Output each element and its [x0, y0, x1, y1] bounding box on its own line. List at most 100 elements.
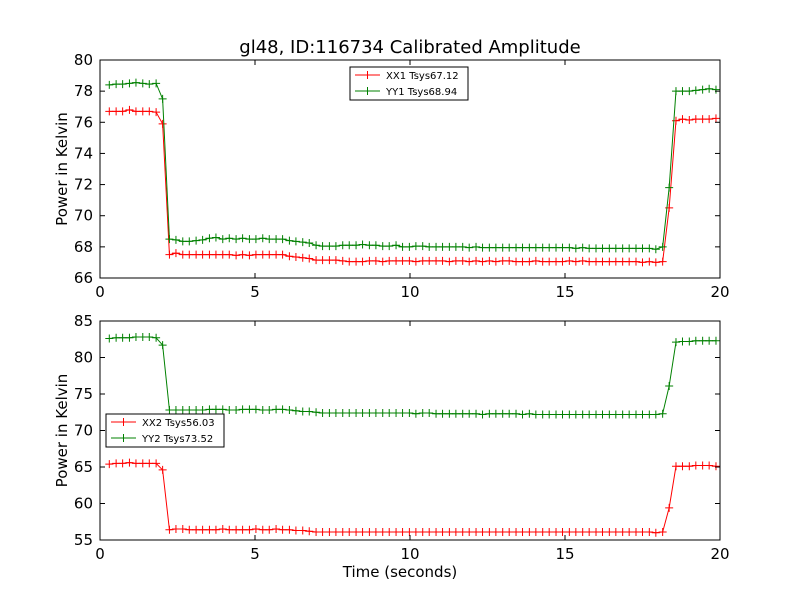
data-point	[232, 251, 241, 260]
data-point	[285, 406, 294, 415]
data-point	[571, 527, 580, 536]
legend-marker	[119, 418, 128, 426]
y-tick-label: 66	[74, 269, 93, 287]
legend-marker	[363, 71, 372, 79]
y-tick-label: 68	[74, 238, 93, 256]
x-tick-label: 0	[95, 545, 105, 563]
data-point	[105, 107, 114, 116]
data-point	[171, 525, 180, 534]
data-point	[645, 257, 654, 266]
data-point	[158, 465, 167, 474]
data-point	[358, 408, 367, 417]
data-point	[671, 116, 680, 125]
data-point	[331, 256, 340, 265]
data-point	[225, 525, 234, 534]
data-point	[472, 256, 481, 265]
data-point	[198, 525, 207, 534]
data-point	[491, 527, 500, 536]
data-point	[385, 408, 394, 417]
data-point	[518, 410, 527, 419]
data-point	[318, 527, 327, 536]
data-point	[571, 410, 580, 419]
data-point	[131, 459, 140, 468]
data-point	[685, 115, 694, 124]
data-point	[525, 409, 534, 418]
data-point	[298, 526, 307, 535]
data-point	[531, 527, 540, 536]
data-point	[371, 408, 380, 417]
data-point	[358, 240, 367, 249]
data-point	[451, 242, 460, 251]
data-point	[165, 525, 174, 534]
data-point	[298, 238, 307, 247]
data-point	[165, 250, 174, 259]
data-point	[678, 462, 687, 471]
data-point	[705, 336, 714, 345]
data-point	[465, 409, 474, 418]
data-point	[218, 235, 227, 244]
data-point	[225, 234, 234, 243]
y-tick-label: 72	[74, 176, 93, 194]
data-point	[305, 527, 314, 536]
data-point	[298, 253, 307, 262]
data-point	[478, 257, 487, 266]
data-point	[651, 245, 660, 254]
data-point	[451, 409, 460, 418]
data-point	[291, 237, 300, 246]
x-tick-label: 20	[710, 283, 729, 301]
data-point	[651, 258, 660, 267]
data-point	[558, 243, 567, 252]
data-point	[478, 527, 487, 536]
data-point	[658, 527, 667, 536]
legend-marker	[363, 87, 372, 95]
series-line	[109, 336, 716, 415]
data-point	[251, 235, 260, 244]
data-point	[458, 242, 467, 251]
data-point	[491, 257, 500, 266]
data-point	[345, 257, 354, 266]
data-point	[545, 243, 554, 252]
data-point	[198, 235, 207, 244]
data-point	[398, 256, 407, 265]
data-point	[138, 79, 147, 88]
data-point	[411, 527, 420, 536]
data-point	[438, 256, 447, 265]
data-point	[258, 234, 267, 243]
data-point	[585, 527, 594, 536]
x-axis-label: Time (seconds)	[342, 563, 458, 581]
data-point	[118, 333, 127, 342]
data-point	[458, 256, 467, 265]
data-point	[571, 244, 580, 253]
data-point	[152, 333, 161, 342]
data-point	[358, 257, 367, 266]
data-point	[585, 410, 594, 419]
data-point	[645, 527, 654, 536]
x-tick-label: 15	[555, 545, 574, 563]
y-tick-label: 60	[74, 495, 93, 513]
data-point	[585, 257, 594, 266]
data-point	[518, 243, 527, 252]
data-point	[238, 234, 247, 243]
data-point	[525, 257, 534, 266]
data-point	[232, 406, 241, 415]
data-point	[131, 107, 140, 116]
data-point	[185, 250, 194, 259]
y-axis-label: Power in Kelvin	[53, 374, 71, 488]
data-point	[425, 256, 434, 265]
data-point	[705, 84, 714, 93]
y-tick-label: 85	[74, 312, 93, 330]
y-tick-label: 75	[74, 385, 93, 403]
data-point	[398, 527, 407, 536]
data-point	[705, 461, 714, 470]
data-point	[691, 86, 700, 95]
data-point	[192, 236, 201, 245]
data-point	[238, 405, 247, 414]
data-point	[505, 409, 514, 418]
data-point	[405, 256, 414, 265]
data-point	[245, 251, 254, 260]
data-point	[558, 257, 567, 266]
data-point	[251, 250, 260, 259]
data-point	[272, 525, 281, 534]
data-point	[685, 462, 694, 471]
